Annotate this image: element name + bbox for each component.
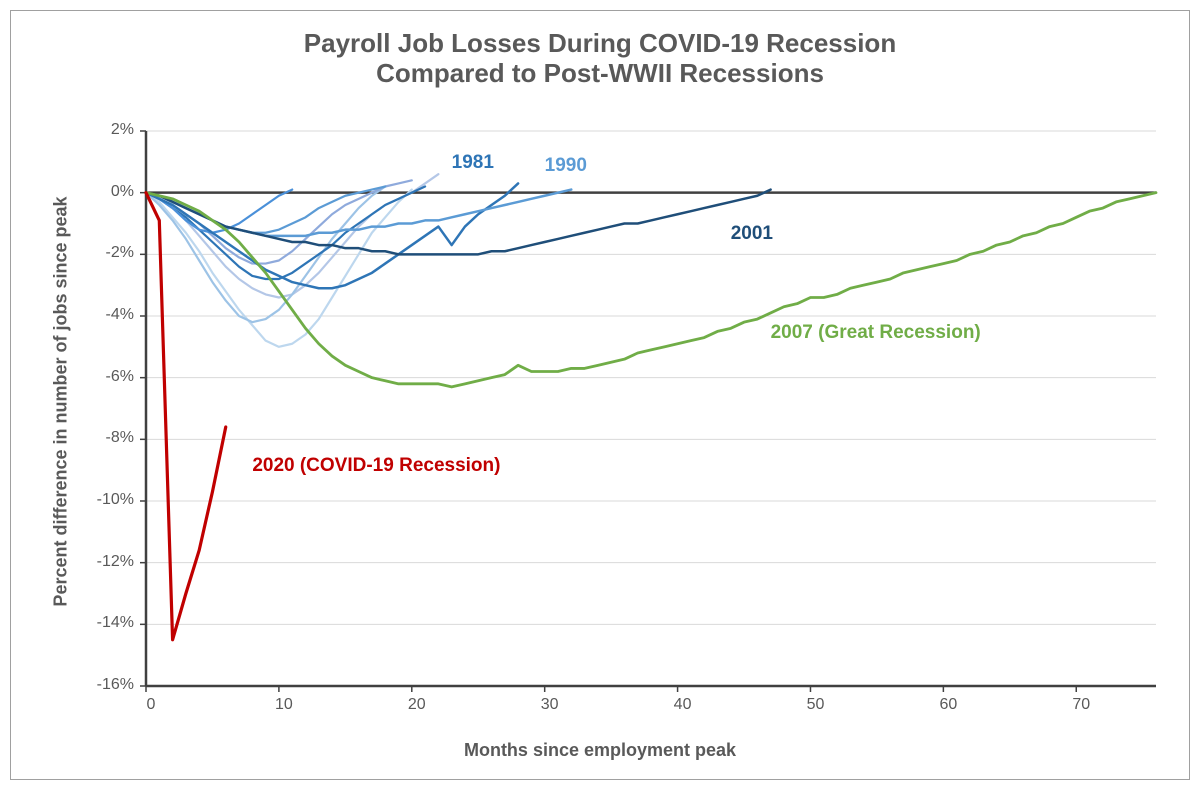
x-tick-label: 10 [269,696,299,714]
chart-frame: Payroll Job Losses During COVID-19 Reces… [10,10,1190,780]
series-r2020 [146,193,226,640]
title-line-1: Payroll Job Losses During COVID-19 Reces… [304,28,896,58]
y-tick-label: -4% [106,306,134,324]
title-line-2: Compared to Post-WWII Recessions [376,58,824,88]
plot-area [146,131,1156,686]
series-label-r1990: 1990 [545,155,587,177]
x-tick-label: 0 [136,696,166,714]
series-label-r2007: 2007 (Great Recession) [771,322,981,344]
x-tick-label: 30 [535,696,565,714]
series-label-r2020: 2020 (COVID-19 Recession) [252,455,500,477]
y-tick-label: -10% [97,491,134,509]
y-tick-label: -8% [106,429,134,447]
series-label-r1981: 1981 [452,152,494,174]
x-tick-label: 20 [402,696,432,714]
y-axis-label: Percent difference in number of jobs sin… [51,102,72,702]
x-axis-label: Months since employment peak [11,740,1189,761]
x-tick-label: 70 [1066,696,1096,714]
series-r1981 [146,183,518,288]
x-tick-label: 60 [933,696,963,714]
y-tick-label: -16% [97,676,134,694]
chart-title: Payroll Job Losses During COVID-19 Reces… [11,29,1189,89]
y-tick-label: -2% [106,244,134,262]
series-label-r2001: 2001 [731,223,773,245]
y-tick-label: -12% [97,553,134,571]
series-r1990 [146,190,571,236]
x-tick-label: 50 [800,696,830,714]
x-tick-label: 40 [668,696,698,714]
y-tick-label: -14% [97,614,134,632]
y-tick-label: -6% [106,368,134,386]
y-tick-label: 2% [111,121,134,139]
y-tick-label: 0% [111,183,134,201]
